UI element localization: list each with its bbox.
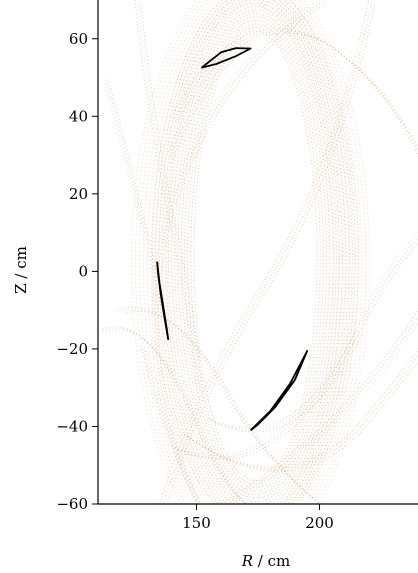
orbit-trace: [147, 352, 202, 504]
orbit-trace: [232, 322, 418, 504]
orbit-trace: [158, 0, 353, 504]
orbit-trace: [181, 3, 340, 493]
orbit-trace: [158, 0, 343, 504]
orbit-trace: [139, 0, 363, 504]
orbit-trace: [176, 0, 345, 499]
orbit-trace: [220, 309, 418, 504]
orbit-trace: [166, 38, 246, 156]
orbit-trace: [180, 16, 331, 496]
orbit-trace: [171, 0, 350, 504]
orbit-trace: [161, 0, 350, 504]
orbit-trace: [141, 348, 197, 504]
orbit-trace: [108, 81, 166, 315]
orbit-trace: [144, 350, 200, 504]
orbit-trace: [108, 330, 248, 504]
black-curve-3: [249, 350, 309, 432]
orbit-trace: [190, 27, 321, 485]
orbit-trace: [166, 0, 355, 504]
orbit-trace: [177, 13, 334, 499]
y-tick-label: 40: [69, 107, 88, 125]
y-tick-label: 20: [69, 185, 88, 203]
orbit-trace: [164, 0, 347, 504]
orbit-trace: [171, 6, 340, 504]
orbit-trace: [177, 32, 418, 149]
orbit-trace: [105, 328, 248, 504]
orbit-trace: [177, 242, 418, 460]
black-curve-2: [156, 261, 170, 341]
orbit-trace: [171, 28, 418, 156]
y-axis-label: Z / cm: [12, 246, 30, 294]
black-curve-1: [200, 47, 252, 69]
orbit-trace: [214, 333, 363, 432]
orbit-trace: [174, 9, 337, 503]
orbit-trace: [174, 30, 418, 153]
orbit-trace: [166, 3, 335, 504]
orbit-trace: [226, 315, 418, 504]
orbit-trace: [150, 0, 351, 504]
orbit-trace: [155, 0, 356, 504]
orbit-trace: [189, 360, 418, 472]
x-tick-label: 150: [182, 514, 211, 532]
orbit-traces: [102, 0, 418, 504]
orbit-trace: [105, 79, 163, 313]
orbit-trace: [154, 0, 347, 504]
orbit-trace: [174, 237, 418, 458]
orbit-trace: [162, 1, 373, 504]
orbit-trace: [142, 0, 359, 504]
x-axis-label-var: R: [241, 552, 253, 570]
orbit-trace: [208, 329, 357, 428]
orbit-trace: [120, 308, 321, 504]
y-tick-label: −60: [56, 495, 88, 513]
orbit-trace: [102, 77, 160, 311]
y-tick-label: −20: [56, 340, 88, 358]
orbit-trace: [162, 0, 339, 504]
orbit-trace: [186, 9, 335, 487]
x-tick-label: 200: [305, 514, 334, 532]
x-axis-label-unit: / cm: [253, 552, 290, 570]
orbit-trace: [187, 23, 324, 489]
orbit-trace: [193, 30, 318, 482]
orbit-trace: [168, 2, 344, 504]
orbit-trace: [172, 42, 252, 160]
orbit-trace: [135, 0, 367, 504]
y-tick-label: 0: [78, 262, 88, 280]
orbit-trace: [131, 0, 371, 504]
orbit-trace: [166, 3, 376, 504]
orbit-trace: [134, 0, 197, 388]
orbit-trace: [123, 310, 322, 504]
x-axis-label: R / cm: [241, 552, 291, 570]
orbit-trace: [211, 331, 360, 430]
orbit-trace: [102, 326, 246, 504]
orbit-trace: [140, 3, 203, 392]
axes: [97, 0, 418, 505]
orbit-trace: [184, 20, 328, 492]
orbit-trace: [137, 1, 200, 390]
black-curves: [156, 47, 309, 432]
orbit-trace: [169, 40, 249, 158]
orbit-trace: [191, 15, 330, 482]
orbit-trace: [152, 0, 360, 504]
y-tick-label: −40: [56, 417, 88, 435]
y-tick-label: 60: [69, 30, 88, 48]
orbit-trace: [117, 306, 320, 504]
orbit-trace: [171, 232, 418, 456]
